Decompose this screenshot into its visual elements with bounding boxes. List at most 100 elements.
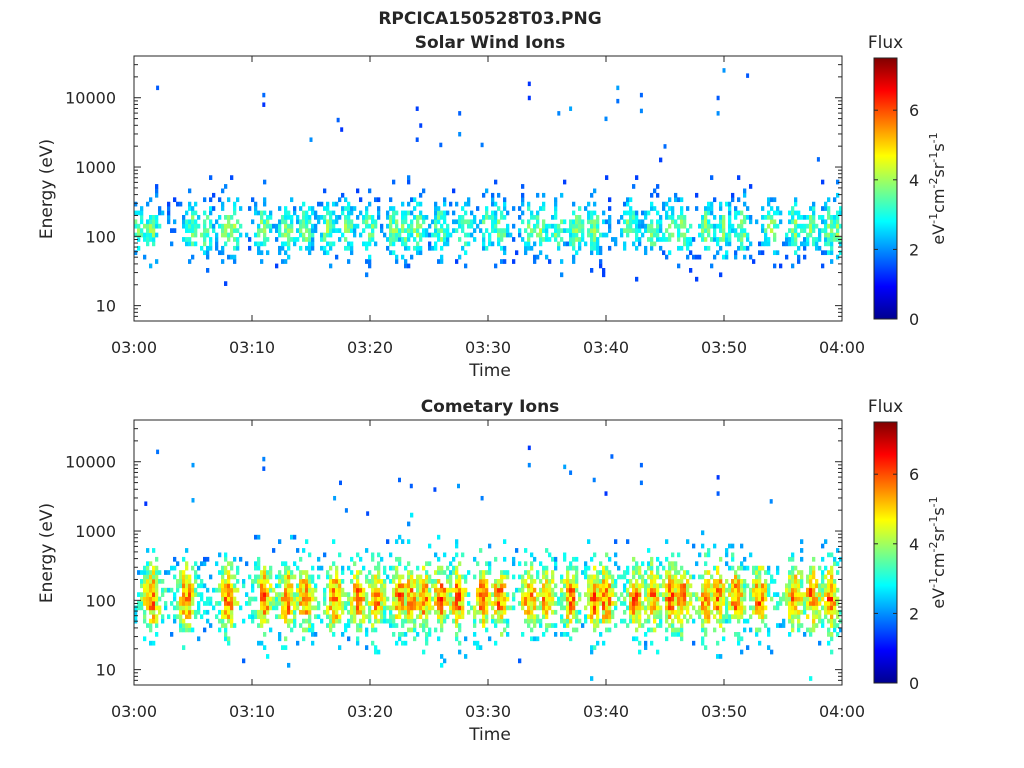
flux-cell [635, 592, 639, 597]
flux-cell [563, 596, 567, 602]
flux-cell [500, 237, 504, 242]
flux-cell [281, 215, 285, 220]
flux-cell [788, 632, 792, 637]
flux-cell [734, 215, 738, 220]
flux-cell [806, 215, 810, 220]
flux-cell [602, 579, 606, 584]
flux-cell [203, 228, 207, 233]
flux-cell [701, 601, 705, 606]
flux-cell [578, 223, 582, 229]
flux-cell [197, 636, 201, 642]
flux-cell [293, 596, 297, 602]
flux-cell [248, 237, 252, 242]
flux-cell [524, 592, 528, 597]
flux-cell [251, 596, 255, 602]
flux-cell [788, 574, 792, 580]
flux-cell [389, 206, 393, 211]
flux-cell [578, 237, 582, 242]
flux-cell [572, 254, 576, 260]
flux-cell [548, 623, 552, 628]
flux-cell [710, 596, 714, 602]
flux-cell [839, 223, 843, 229]
flux-cell [224, 592, 228, 597]
flux-cell [467, 592, 471, 597]
flux-cell [686, 605, 690, 611]
flux-cell [293, 206, 297, 211]
flux-cell [386, 223, 390, 229]
flux-cell [263, 618, 267, 624]
flux-cell [455, 592, 459, 597]
flux-cell [260, 241, 264, 247]
flux-cell [722, 237, 726, 242]
flux-cell [152, 237, 156, 242]
flux-cell [461, 574, 465, 580]
flux-cell [194, 574, 198, 580]
flux-cell [824, 201, 828, 207]
flux-cell [221, 245, 225, 251]
flux-cell [146, 223, 150, 229]
flux-cell [179, 583, 183, 589]
flux-cell [440, 237, 444, 242]
flux-cell [671, 565, 675, 571]
flux-cell [269, 583, 273, 589]
flux-cell [704, 592, 708, 597]
flux-cell [422, 232, 426, 238]
flux-cell [485, 561, 489, 567]
flux-cell [608, 228, 612, 233]
flux-cell [239, 605, 243, 611]
flux-cell [452, 188, 456, 194]
flux-cell [302, 618, 306, 624]
flux-cell [323, 596, 327, 602]
flux-cell [395, 592, 399, 597]
flux-cell [770, 219, 774, 225]
flux-point [309, 137, 313, 142]
flux-cell [233, 210, 237, 216]
flux-cell [656, 192, 660, 198]
x-tick-label: 03:10 [229, 702, 275, 721]
flux-cell [380, 579, 384, 584]
flux-cell [668, 570, 672, 575]
flux-cell [758, 241, 762, 247]
flux-cell [635, 605, 639, 611]
flux-cell [260, 219, 264, 225]
flux-cell [812, 587, 816, 593]
flux-cell [593, 565, 597, 571]
flux-cell [254, 534, 258, 540]
flux-cell [230, 605, 234, 611]
flux-cell [716, 596, 720, 602]
flux-cell [422, 601, 426, 606]
flux-cell [719, 215, 723, 220]
flux-cell [311, 587, 315, 593]
flux-cell [743, 245, 747, 251]
figure-filename: RPCICA150528T03.PNG [378, 9, 601, 29]
flux-cell [329, 232, 333, 238]
flux-cell [224, 587, 228, 593]
flux-cell [587, 565, 591, 571]
flux-cell [416, 632, 420, 637]
flux-cell [746, 618, 750, 624]
flux-cell [428, 241, 432, 247]
flux-cell [176, 583, 180, 589]
flux-cell [287, 245, 291, 251]
flux-cell [830, 241, 834, 247]
flux-cell [275, 596, 279, 602]
flux-cell [215, 237, 219, 242]
flux-cell [575, 237, 579, 242]
flux-cell [356, 623, 360, 628]
flux-cell [440, 601, 444, 606]
flux-cell [809, 206, 813, 211]
flux-cell [704, 237, 708, 242]
flux-cell [746, 215, 750, 220]
flux-cell [743, 192, 747, 198]
flux-cell [458, 640, 462, 646]
flux-cell [788, 609, 792, 615]
flux-cell [458, 574, 462, 580]
flux-cell [371, 592, 375, 597]
flux-cell [446, 223, 450, 229]
flux-cell [506, 228, 510, 233]
flux-cell [764, 228, 768, 233]
flux-cell [467, 197, 471, 203]
flux-cell [401, 640, 405, 646]
flux-cell [323, 592, 327, 597]
flux-cell [305, 574, 309, 580]
